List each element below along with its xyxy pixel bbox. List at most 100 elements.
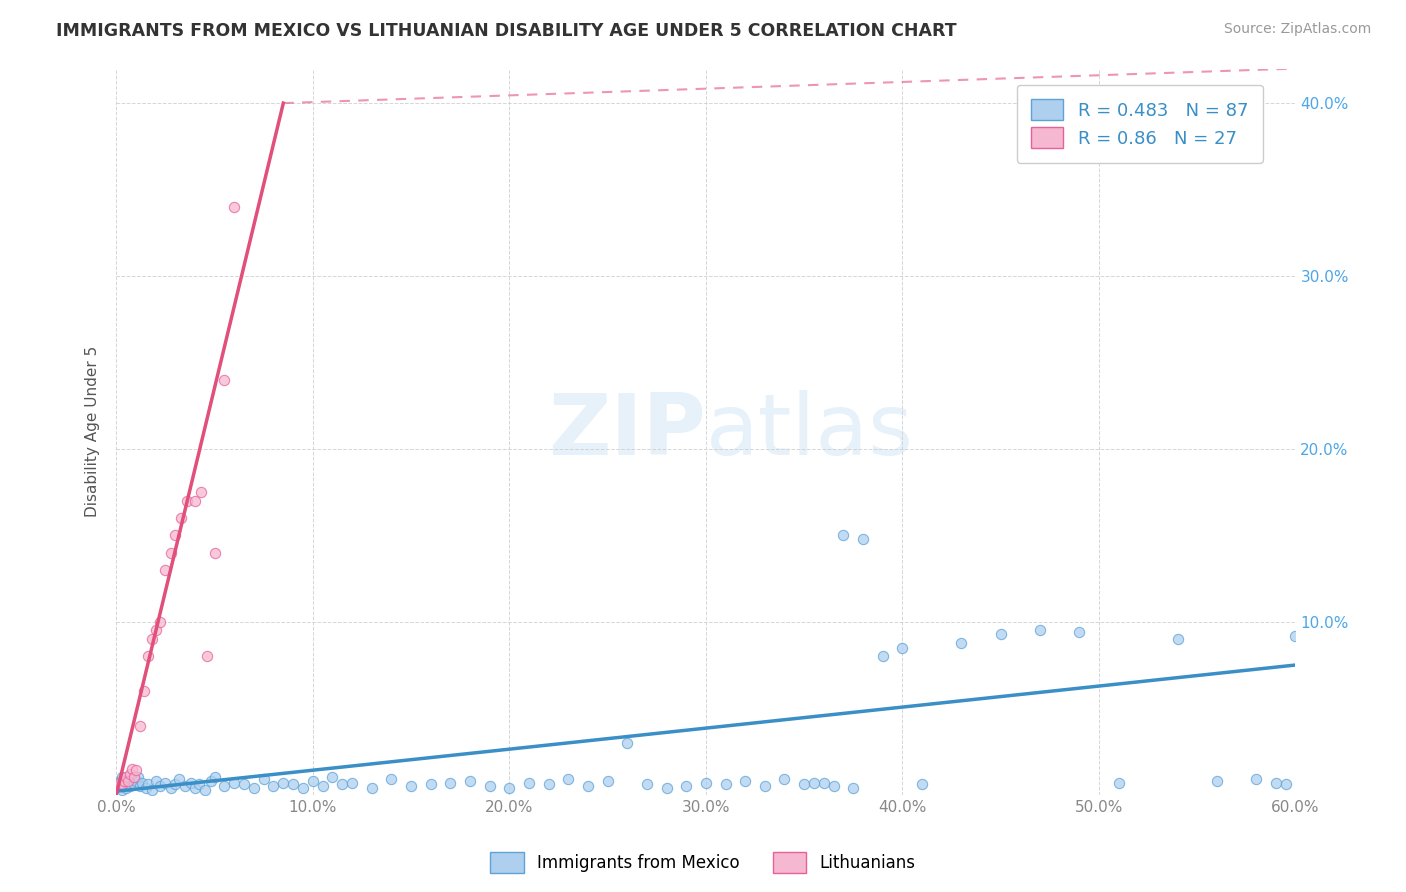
Point [517, 775, 540, 789]
Point [253, 772, 276, 786]
Point [160, 546, 183, 560]
Point [136, 649, 159, 664]
Point [174, 779, 197, 793]
Point [180, 775, 202, 789]
Point [176, 493, 198, 508]
Point [187, 777, 209, 791]
Point [311, 779, 333, 793]
Point [111, 782, 134, 797]
Point [200, 773, 222, 788]
Point [380, 772, 402, 786]
Point [842, 780, 865, 795]
Point [291, 780, 314, 795]
Point [891, 640, 914, 655]
Point [141, 782, 163, 797]
Point [165, 528, 187, 542]
Point [117, 773, 139, 788]
Point [439, 775, 461, 789]
Point [478, 779, 501, 793]
Point [132, 684, 155, 698]
Point [170, 511, 193, 525]
Point [823, 779, 845, 793]
Point [714, 777, 737, 791]
Point [128, 779, 150, 793]
Point [115, 771, 138, 785]
Point [990, 627, 1012, 641]
Y-axis label: Disability Age Under 5: Disability Age Under 5 [86, 346, 100, 517]
Point [204, 546, 226, 560]
Point [165, 777, 187, 791]
Point [803, 775, 825, 789]
Point [360, 780, 382, 795]
Point [872, 649, 894, 664]
Point [340, 775, 363, 789]
Point [616, 736, 638, 750]
Point [301, 773, 323, 788]
Point [754, 779, 776, 793]
Point [1284, 629, 1306, 643]
Point [155, 563, 177, 577]
Point [911, 777, 934, 791]
Point [214, 373, 236, 387]
Point [399, 779, 422, 793]
Point [108, 775, 131, 789]
Point [330, 777, 353, 791]
Point [190, 485, 212, 500]
Point [115, 780, 138, 795]
Point [155, 775, 177, 789]
Point [148, 615, 170, 629]
Point [108, 773, 131, 788]
Point [636, 777, 658, 791]
Point [537, 777, 560, 791]
Point [145, 773, 167, 788]
Point [141, 632, 163, 646]
Point [167, 772, 190, 786]
Point [125, 764, 148, 778]
Point [675, 779, 697, 793]
Point [596, 773, 619, 788]
Point [576, 779, 599, 793]
Point [111, 777, 134, 791]
Point [273, 775, 295, 789]
Point [135, 780, 157, 795]
Point [243, 780, 266, 795]
Point [111, 771, 134, 785]
Point [224, 775, 246, 789]
Point [1244, 772, 1267, 786]
Point [131, 775, 153, 789]
Point [773, 772, 796, 786]
Point [950, 635, 973, 649]
Point [121, 762, 143, 776]
Point [204, 771, 226, 785]
Point [112, 773, 135, 788]
Point [118, 779, 141, 793]
Point [118, 767, 141, 781]
Point [125, 773, 148, 788]
Point [122, 777, 145, 791]
Text: Source: ZipAtlas.com: Source: ZipAtlas.com [1223, 22, 1371, 37]
Text: IMMIGRANTS FROM MEXICO VS LITHUANIAN DISABILITY AGE UNDER 5 CORRELATION CHART: IMMIGRANTS FROM MEXICO VS LITHUANIAN DIS… [56, 22, 957, 40]
Point [793, 777, 815, 791]
Point [1108, 775, 1130, 789]
Point [734, 773, 756, 788]
Point [281, 777, 304, 791]
Point [263, 779, 285, 793]
Point [214, 779, 236, 793]
Point [195, 649, 218, 664]
Point [112, 777, 135, 791]
Point [1167, 632, 1189, 646]
Point [1029, 624, 1052, 638]
Point [832, 528, 855, 542]
Point [148, 779, 170, 793]
Legend: R = 0.483   N = 87, R = 0.86   N = 27: R = 0.483 N = 87, R = 0.86 N = 27 [1017, 85, 1263, 162]
Text: atlas: atlas [706, 390, 914, 473]
Point [145, 624, 167, 638]
Legend: Immigrants from Mexico, Lithuanians: Immigrants from Mexico, Lithuanians [484, 846, 922, 880]
Point [458, 773, 481, 788]
Point [107, 779, 129, 793]
Point [1205, 773, 1227, 788]
Text: ZIP: ZIP [548, 390, 706, 473]
Point [128, 718, 150, 732]
Point [1069, 625, 1091, 640]
Point [695, 775, 717, 789]
